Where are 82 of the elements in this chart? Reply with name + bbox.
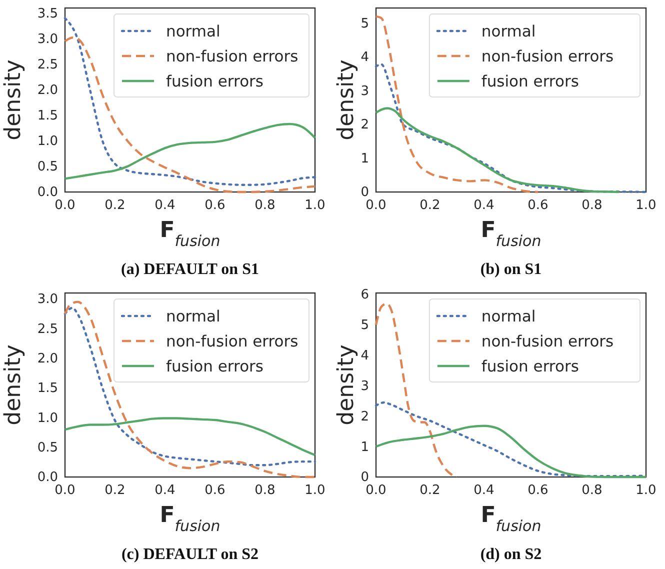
- y-tick-label: 2.5: [37, 322, 58, 337]
- legend-label: fusion errors: [166, 358, 264, 376]
- x-tick-label: 0.4: [474, 198, 494, 214]
- x-tick-label: 0.2: [420, 483, 440, 498]
- x-tick-label: 0.8: [254, 483, 276, 498]
- x-tick-label: 1.0: [304, 483, 326, 498]
- y-tick-label: 1: [360, 151, 369, 166]
- x-tick-label: 0.0: [54, 483, 76, 498]
- y-tick-label: 0: [360, 470, 369, 486]
- x-tick-label: 0.8: [582, 198, 602, 214]
- y-axis-title: density: [334, 344, 359, 426]
- legend-label: normal: [166, 308, 220, 326]
- legend-label: fusion errors: [481, 358, 579, 376]
- y-tick-label: 1.5: [37, 381, 58, 396]
- y-axis-title: density: [1, 60, 26, 140]
- y-tick-label: 1: [360, 440, 369, 455]
- legend-label: normal: [481, 22, 536, 40]
- y-tick-label: 4: [360, 348, 369, 364]
- x-tick-label: 0.8: [254, 198, 276, 214]
- y-tick-label: 2: [360, 118, 369, 133]
- y-tick-label: 3: [360, 84, 369, 99]
- line-series: [374, 63, 648, 194]
- x-tick-label: 0.6: [204, 198, 226, 214]
- y-tick-label: 1.5: [37, 108, 58, 124]
- line-series: [64, 417, 316, 456]
- x-axis-title: F$_{fusion}$: [160, 218, 220, 250]
- legend-label: non-fusion errors: [166, 332, 298, 350]
- x-tick-label: 1.0: [304, 198, 326, 214]
- y-axis-title: density: [1, 344, 26, 426]
- x-tick-label: 0.6: [528, 483, 548, 498]
- x-tick-label: 0.8: [582, 483, 602, 498]
- y-tick-label: 5: [360, 16, 369, 32]
- line-series: [64, 36, 316, 194]
- y-tick-label: 3.0: [37, 292, 58, 308]
- line-series: [374, 302, 458, 478]
- legend-label: fusion errors: [481, 72, 579, 90]
- x-tick-label: 0.4: [154, 483, 176, 498]
- text: (d) on S2: [480, 546, 542, 563]
- y-tick-label: 0: [360, 185, 369, 200]
- legend-label: fusion errors: [166, 72, 264, 90]
- legend-label: non-fusion errors: [166, 48, 298, 66]
- text: (c) DEFAULT on S2: [121, 546, 259, 563]
- x-tick-label: 1.0: [636, 198, 656, 214]
- y-tick-label: 0.5: [37, 440, 58, 456]
- y-tick-label: 4: [360, 50, 369, 66]
- y-tick-label: 0.5: [37, 160, 58, 175]
- line-series: [64, 122, 316, 180]
- line-series: [374, 107, 620, 194]
- text: (b) on S1: [480, 261, 542, 278]
- x-axis-title: F$_{fusion}$: [160, 503, 220, 535]
- x-tick-label: 0.6: [528, 198, 548, 214]
- legend-label: non-fusion errors: [481, 48, 614, 66]
- y-tick-label: 2.0: [37, 351, 58, 366]
- y-tick-label: 2: [360, 409, 369, 424]
- y-tick-label: 3: [360, 378, 369, 394]
- x-tick-label: 0.6: [204, 483, 226, 498]
- x-tick-label: 0.4: [474, 483, 494, 498]
- y-tick-label: 5: [360, 318, 369, 334]
- y-tick-label: 0.0: [37, 470, 58, 486]
- x-axis-title: F$_{fusion}$: [480, 218, 542, 250]
- legend-label: normal: [481, 308, 536, 326]
- x-tick-label: 0.2: [420, 198, 440, 214]
- x-tick-label: 1.0: [636, 483, 656, 498]
- y-axis-title: density: [334, 60, 359, 140]
- y-tick-label: 1.0: [37, 134, 58, 150]
- x-tick-label: 0.2: [104, 483, 126, 498]
- y-tick-label: 2.0: [37, 82, 58, 98]
- y-tick-label: 1.0: [37, 410, 58, 426]
- x-tick-label: 0.0: [54, 198, 76, 214]
- text: (a) DEFAULT on S1: [121, 261, 259, 278]
- legend-label: normal: [166, 22, 220, 40]
- y-tick-label: 2.5: [37, 57, 58, 72]
- line-series: [374, 424, 648, 478]
- x-axis-title: F$_{fusion}$: [480, 503, 542, 535]
- y-tick-label: 6: [360, 288, 369, 303]
- line-series: [64, 17, 316, 186]
- x-tick-label: 0.4: [154, 198, 176, 214]
- y-tick-label: 3.0: [37, 32, 58, 47]
- y-tick-label: 3.5: [37, 6, 58, 22]
- x-tick-label: 0.2: [104, 198, 126, 214]
- y-tick-label: 0.0: [37, 185, 58, 200]
- legend-label: non-fusion errors: [481, 332, 614, 350]
